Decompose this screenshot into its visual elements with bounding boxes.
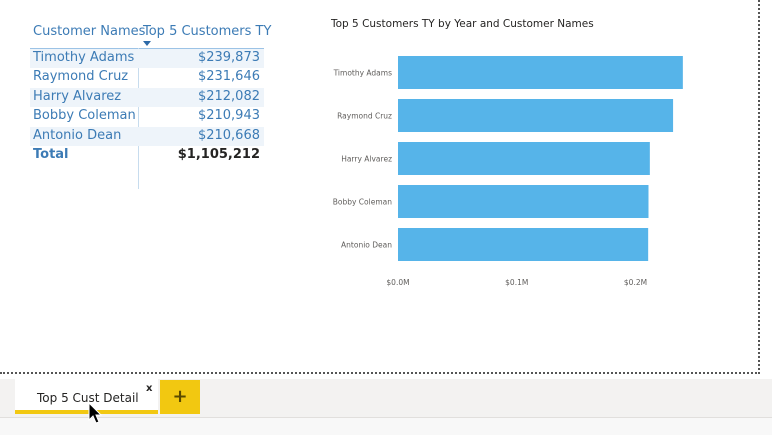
category-label: Antonio Dean bbox=[341, 241, 392, 250]
cell-total-value: $1,105,212 bbox=[177, 146, 260, 162]
table-row[interactable]: Raymond Cruz $231,646 bbox=[30, 68, 264, 87]
table-header: Customer Names Top 5 Customers TY bbox=[30, 22, 271, 49]
cell-customer-name: Timothy Adams bbox=[33, 50, 135, 65]
category-label: Timothy Adams bbox=[333, 69, 393, 78]
table-row[interactable]: Timothy Adams $239,873 bbox=[30, 49, 264, 69]
x-tick-label: $0.0M bbox=[386, 278, 409, 287]
bar[interactable] bbox=[398, 142, 650, 175]
cell-customer-value: $239,873 bbox=[197, 50, 260, 65]
category-label: Harry Alvarez bbox=[341, 155, 392, 164]
table-total-row: Total $1,105,212 bbox=[30, 146, 264, 165]
chart-title: Top 5 Customers TY by Year and Customer … bbox=[331, 18, 594, 30]
cell-customer-value: $210,943 bbox=[197, 108, 260, 124]
bar[interactable] bbox=[398, 228, 649, 261]
category-label: Bobby Coleman bbox=[333, 198, 393, 207]
tab-label: Top 5 Cust Detail bbox=[37, 391, 139, 405]
customers-table[interactable]: Customer Names Top 5 Customers TY Timoth… bbox=[30, 22, 271, 189]
top5-customers-bar-chart[interactable]: Timothy Adams Raymond Cruz Harry Alvarez Bo… bbox=[320, 40, 700, 310]
add-page-button[interactable]: + bbox=[160, 380, 200, 414]
status-strip bbox=[0, 417, 772, 435]
cell-customer-value: $231,646 bbox=[197, 69, 260, 85]
cell-customer-name: Harry Alvarez bbox=[33, 88, 122, 104]
cell-customer-value: $210,668 bbox=[197, 127, 260, 143]
table-row[interactable]: Antonio Dean $210,668 bbox=[30, 126, 264, 146]
column-header-customer-names[interactable]: Customer Names bbox=[33, 24, 146, 39]
x-tick-label: $0.1M bbox=[505, 278, 528, 287]
table-row[interactable]: Bobby Coleman $210,943 bbox=[30, 107, 264, 126]
report-canvas: Customer Names Top 5 Customers TY Timoth… bbox=[0, 0, 760, 374]
x-tick-label: $0.2M bbox=[624, 278, 647, 287]
cell-customer-name: Antonio Dean bbox=[33, 127, 122, 143]
category-label: Raymond Cruz bbox=[337, 112, 392, 121]
cell-total-label: Total bbox=[33, 146, 69, 162]
sort-descending-icon[interactable] bbox=[143, 41, 151, 46]
mouse-pointer-icon bbox=[88, 402, 103, 424]
column-divider bbox=[138, 48, 139, 189]
page-tab-bar: Top 5 Cust Detail x + bbox=[0, 379, 772, 435]
cell-customer-name: Raymond Cruz bbox=[33, 69, 129, 85]
cell-customer-value: $212,082 bbox=[197, 88, 260, 104]
close-icon[interactable]: x bbox=[146, 383, 153, 394]
column-header-top5-customers-ty[interactable]: Top 5 Customers TY bbox=[143, 24, 272, 39]
cell-customer-name: Bobby Coleman bbox=[33, 108, 136, 124]
tab-top-5-cust-detail[interactable]: Top 5 Cust Detail x bbox=[15, 379, 158, 414]
bar[interactable] bbox=[398, 185, 649, 218]
table-row[interactable]: Harry Alvarez $212,082 bbox=[30, 87, 264, 108]
bar[interactable] bbox=[398, 99, 674, 132]
bar[interactable] bbox=[398, 56, 683, 89]
